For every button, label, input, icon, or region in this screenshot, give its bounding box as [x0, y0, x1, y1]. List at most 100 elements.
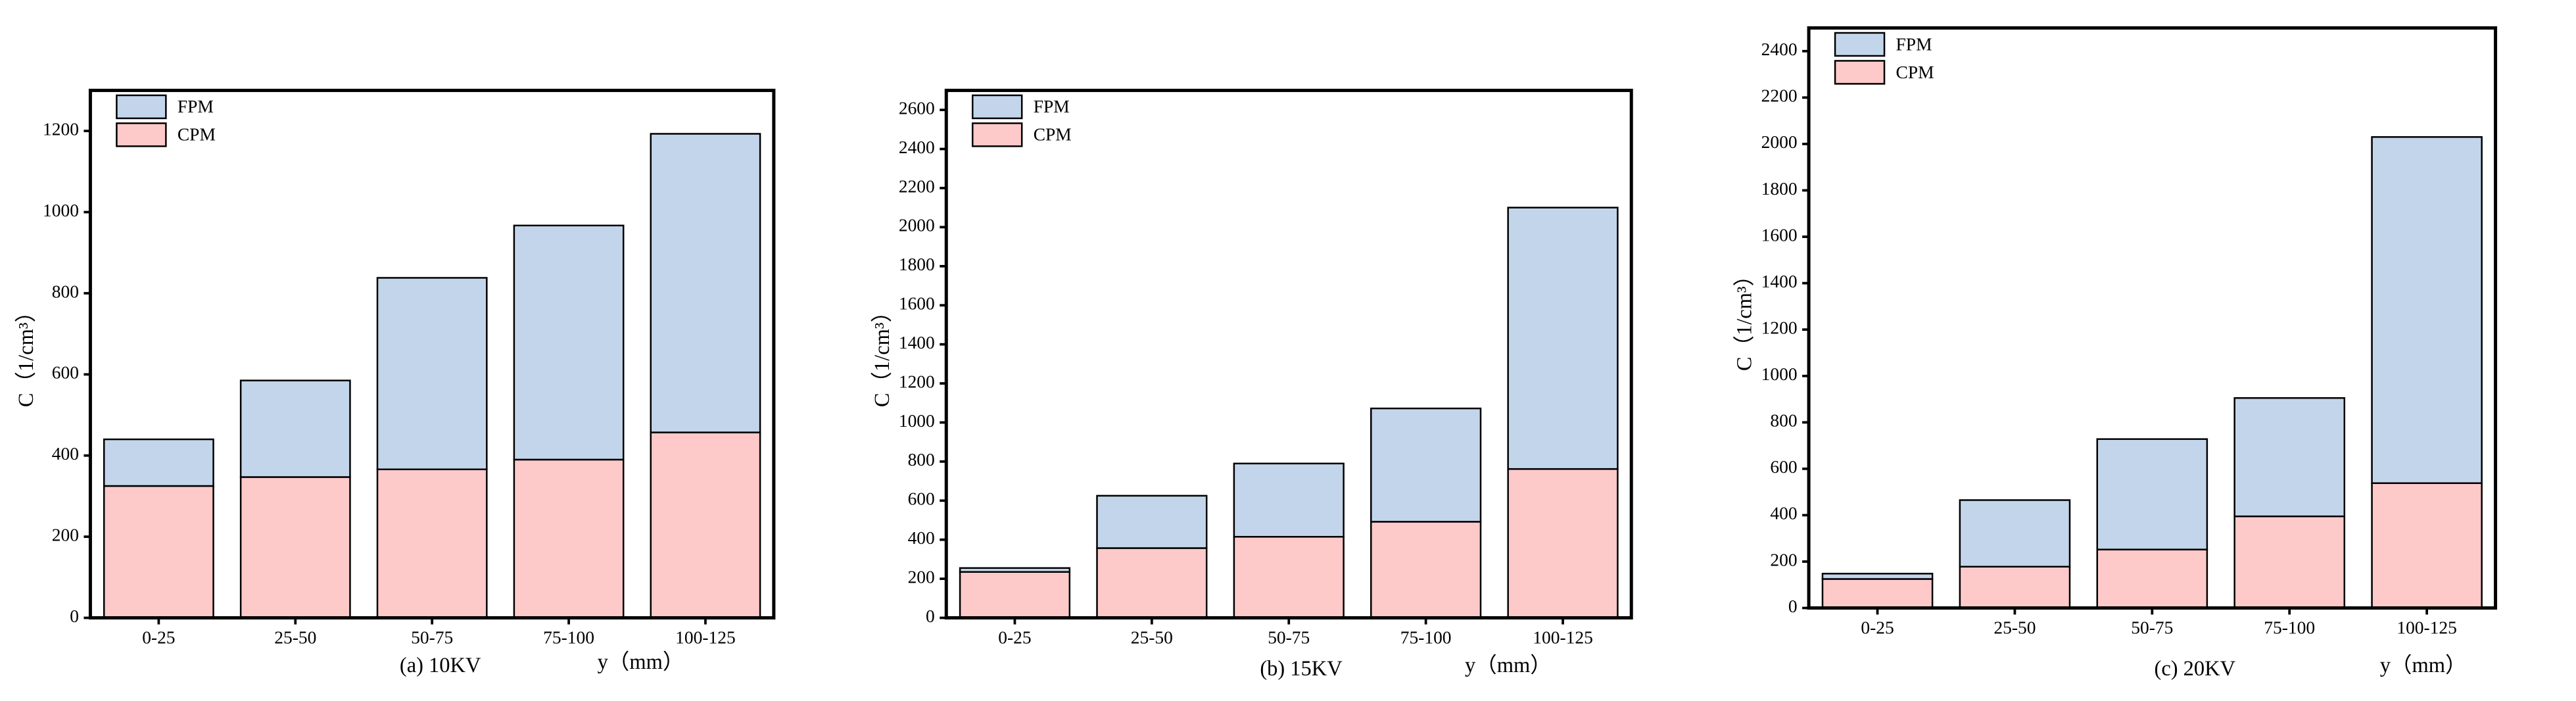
y-tick-label: 2000	[1761, 132, 1798, 152]
bar-segment	[1233, 462, 1345, 538]
x-tick-label: 0-25	[1861, 617, 1894, 637]
x-tick-label: 100-125	[675, 627, 736, 647]
plot-frame	[88, 88, 776, 620]
x-tick-label: 75-100	[1400, 627, 1452, 647]
y-tick-label: 0	[926, 606, 935, 626]
bar-segment	[1370, 407, 1482, 523]
caption: (b) 15KV	[1260, 657, 1343, 681]
x-tick-label: 100-125	[2397, 617, 2457, 637]
x-axis-label: y（mm）	[598, 650, 684, 674]
x-axis-label: y（mm）	[2380, 654, 2467, 677]
bar-segment	[376, 468, 488, 619]
bar-segment	[2371, 482, 2483, 609]
x-tick-label: 25-50	[274, 627, 316, 647]
y-tick-label: 800	[52, 281, 79, 301]
y-tick-label: 2600	[899, 98, 935, 118]
bar-segment	[1507, 468, 1619, 619]
bar-segment	[1096, 547, 1208, 619]
y-axis-label: C（1/cm³）	[1733, 265, 1757, 371]
y-tick-label: 1200	[899, 372, 935, 391]
bar-segment	[959, 571, 1071, 619]
y-tick-label: 200	[1770, 550, 1797, 569]
y-tick-label: 1800	[899, 254, 935, 274]
bar-segment	[1821, 573, 1934, 580]
y-tick-label: 2200	[899, 176, 935, 196]
legend-label: CPM	[1034, 125, 1072, 145]
y-tick-label: 1200	[43, 119, 79, 139]
legend-swatch	[971, 122, 1023, 147]
bar-segment	[1959, 499, 2071, 568]
bar-segment	[2096, 548, 2208, 609]
y-tick-label: 1000	[43, 201, 79, 220]
bar-segment	[650, 133, 761, 433]
bar-segment	[2371, 136, 2483, 484]
y-axis-label: C（1/cm³）	[871, 301, 894, 407]
y-tick-label: 400	[908, 528, 935, 548]
y-tick-label: 1000	[899, 411, 935, 431]
bar-segment	[103, 438, 214, 487]
legend-swatch	[116, 122, 167, 147]
x-tick-label: 25-50	[1993, 617, 2036, 637]
caption: (c) 20KV	[2155, 657, 2236, 681]
legend-label: FPM	[178, 97, 214, 116]
x-tick-label: 100-125	[1533, 627, 1593, 647]
y-tick-label: 800	[908, 450, 935, 470]
y-tick-label: 400	[1770, 504, 1797, 523]
y-tick-label: 600	[52, 363, 79, 383]
x-tick-label: 50-75	[1268, 627, 1310, 647]
y-tick-label: 800	[1770, 411, 1797, 431]
bar-segment	[239, 476, 351, 619]
bar-segment	[1507, 206, 1619, 470]
y-tick-label: 2000	[899, 216, 935, 235]
legend-swatch	[971, 94, 1023, 120]
y-tick-label: 600	[908, 489, 935, 509]
bar-segment	[959, 567, 1071, 573]
y-tick-label: 0	[70, 606, 79, 626]
legend-label: FPM	[1034, 97, 1070, 116]
y-tick-label: 1000	[1761, 364, 1798, 384]
y-tick-label: 2400	[1761, 39, 1798, 59]
y-tick-label: 1400	[899, 333, 935, 352]
bar-segment	[239, 379, 351, 478]
caption: (a) 10KV	[400, 654, 481, 677]
bar-segment	[103, 485, 214, 619]
x-tick-label: 75-100	[2264, 617, 2315, 637]
y-tick-label: 2200	[1761, 86, 1798, 106]
bar-segment	[2233, 515, 2346, 609]
bar-segment	[2233, 397, 2346, 518]
legend-label: FPM	[1896, 34, 1932, 54]
y-axis-label: C（1/cm³）	[14, 301, 38, 407]
bar-segment	[513, 224, 625, 461]
y-tick-label: 1600	[899, 294, 935, 314]
bar-segment	[2096, 438, 2208, 550]
y-tick-label: 1400	[1761, 272, 1798, 291]
y-tick-label: 0	[1788, 596, 1798, 616]
legend-swatch	[1834, 60, 1886, 85]
bar-segment	[1821, 578, 1934, 609]
y-tick-label: 1600	[1761, 225, 1798, 245]
x-tick-label: 0-25	[142, 627, 175, 647]
plot-frame	[1807, 26, 2498, 610]
bar-segment	[1233, 536, 1345, 619]
bar-segment	[1959, 566, 2071, 609]
y-tick-label: 1200	[1761, 318, 1798, 337]
x-tick-label: 0-25	[998, 627, 1031, 647]
y-tick-label: 2400	[899, 137, 935, 157]
x-tick-label: 50-75	[411, 627, 453, 647]
x-tick-label: 25-50	[1131, 627, 1173, 647]
bar-segment	[1370, 521, 1482, 619]
x-axis-label: y（mm）	[1465, 654, 1552, 677]
y-tick-label: 600	[1770, 457, 1797, 477]
bar-segment	[376, 277, 488, 470]
x-tick-label: 75-100	[543, 627, 594, 647]
legend-swatch	[116, 94, 167, 120]
legend-label: CPM	[178, 125, 216, 145]
bar-segment	[650, 431, 761, 619]
plot-frame	[944, 88, 1633, 620]
legend-swatch	[1834, 32, 1886, 57]
bar-segment	[513, 458, 625, 619]
legend-label: CPM	[1896, 62, 1934, 82]
bar-segment	[1096, 495, 1208, 549]
